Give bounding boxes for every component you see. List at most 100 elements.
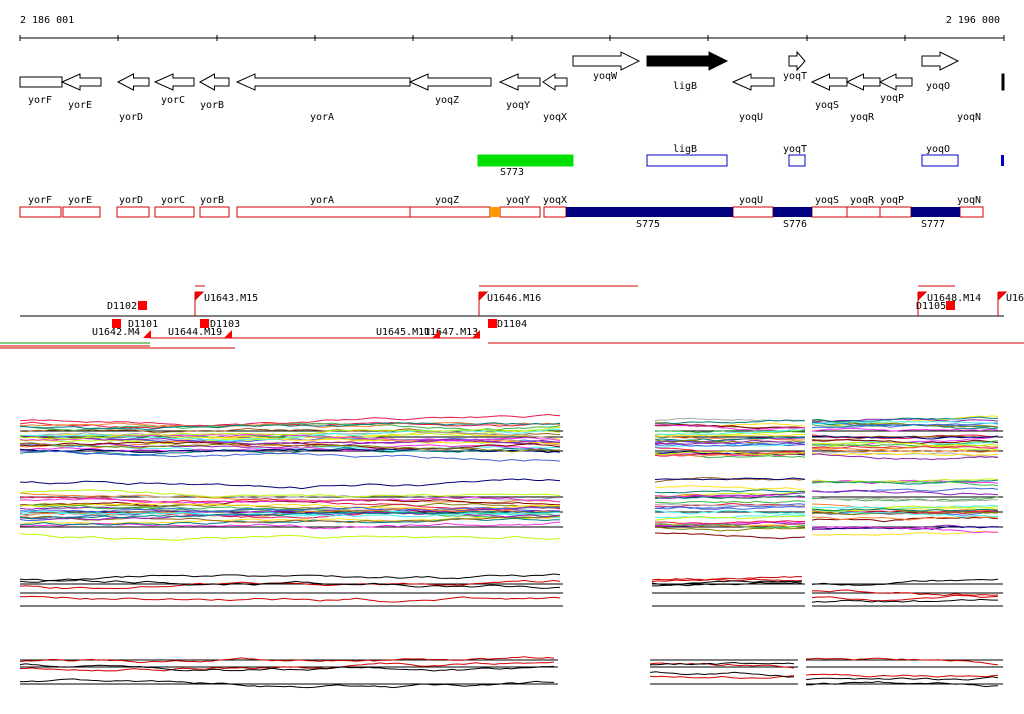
transcript-box xyxy=(409,206,491,218)
gene-arrow xyxy=(408,73,492,91)
expression-line xyxy=(19,502,561,510)
gene-arrow xyxy=(646,51,729,71)
expression-line xyxy=(19,449,561,462)
transcript-box xyxy=(116,206,150,218)
transcript-box xyxy=(19,206,62,218)
expression-line xyxy=(654,520,806,525)
feature-box xyxy=(1001,155,1004,166)
gene-arrow xyxy=(498,73,541,91)
site-flag xyxy=(478,291,489,316)
expression-line xyxy=(19,506,561,514)
transcript-label: yoqX xyxy=(543,195,567,206)
expression-line xyxy=(811,508,999,518)
expression-line xyxy=(19,579,561,590)
expression-line xyxy=(811,525,998,534)
gene-label: ligB xyxy=(673,81,697,92)
gene-label: yoqT xyxy=(783,71,807,82)
expression-line xyxy=(655,532,806,540)
gene-label: yoqZ xyxy=(435,95,459,106)
gene-label: yorC xyxy=(161,95,185,106)
transcript-box xyxy=(846,206,881,218)
expression-line xyxy=(20,661,555,672)
expression-line xyxy=(805,657,999,666)
expression-line xyxy=(811,598,998,603)
expression-line xyxy=(654,503,806,508)
expression-line xyxy=(654,451,806,457)
site-flag xyxy=(917,291,928,316)
expression-line xyxy=(654,477,806,481)
expression-line xyxy=(811,530,999,536)
site-triangle xyxy=(472,330,480,338)
gene-arrow xyxy=(845,73,881,91)
expression-line xyxy=(654,450,806,456)
expression-line xyxy=(19,515,561,524)
expression-line xyxy=(19,510,561,520)
expression-line xyxy=(650,661,795,666)
transcript-label: S775 xyxy=(636,219,660,230)
expression-line xyxy=(654,505,806,511)
gene-label: yoqX xyxy=(543,112,567,123)
expression-line xyxy=(654,429,806,438)
feature-box xyxy=(788,154,806,167)
expression-line xyxy=(654,523,806,529)
expression-line xyxy=(19,521,561,530)
expression-line xyxy=(19,427,561,440)
expression-line xyxy=(19,573,561,583)
transcript-label: yoqP xyxy=(880,195,904,206)
expression-line xyxy=(811,434,999,440)
expression-line xyxy=(654,419,806,425)
site-label: U1647.M13 xyxy=(424,327,478,338)
expression-line xyxy=(19,433,561,445)
gene-label: yoqS xyxy=(815,100,839,111)
gene-label: yorF xyxy=(28,95,52,106)
site-label: U1646.M16 xyxy=(487,293,541,304)
expression-line xyxy=(19,533,561,541)
site-label: U16 xyxy=(1006,293,1024,304)
site-square xyxy=(488,319,497,328)
expression-line xyxy=(654,515,806,521)
ruler-start: 2 186 001 xyxy=(20,15,74,26)
expression-line xyxy=(811,416,998,422)
feature-label: ligB xyxy=(673,144,697,155)
gene-label: yoqY xyxy=(506,100,530,111)
transcript-box xyxy=(490,207,500,217)
expression-line xyxy=(811,524,999,531)
expression-line xyxy=(805,673,999,678)
expression-line xyxy=(811,418,999,423)
expression-line xyxy=(654,509,806,515)
gene-arrow xyxy=(153,73,195,91)
expression-line xyxy=(19,499,561,507)
expression-line xyxy=(811,578,999,586)
expression-line xyxy=(654,433,806,437)
expression-line xyxy=(811,435,999,440)
gene-arrow xyxy=(572,51,641,71)
gene-label: yoqR xyxy=(850,112,875,123)
transcript-box xyxy=(811,206,848,218)
gene-label: yorB xyxy=(200,100,224,111)
site-triangle xyxy=(432,330,440,338)
expression-line xyxy=(651,576,802,583)
expression-line xyxy=(19,506,560,513)
expression-line xyxy=(811,441,999,447)
expression-line xyxy=(812,439,999,445)
expression-line xyxy=(811,479,999,485)
site-flag xyxy=(997,291,1008,316)
expression-line xyxy=(19,422,561,430)
expression-line xyxy=(811,510,999,515)
transcript-box xyxy=(959,206,984,218)
expression-line xyxy=(811,448,998,453)
gene-label: yoqN xyxy=(957,112,981,123)
gene-arrow xyxy=(542,73,568,91)
expression-line xyxy=(654,429,806,434)
expression-line xyxy=(19,478,561,490)
expression-line xyxy=(811,503,999,513)
feature-box xyxy=(646,154,728,167)
gene-label: yorE xyxy=(68,100,92,111)
expression-line xyxy=(655,500,806,504)
expression-line xyxy=(811,589,999,597)
transcript-label: S777 xyxy=(921,219,945,230)
gene-arrow xyxy=(731,73,775,91)
gene-arrow xyxy=(116,73,150,91)
expression-line xyxy=(805,680,999,688)
site-label: U1642.M4 xyxy=(92,327,140,338)
